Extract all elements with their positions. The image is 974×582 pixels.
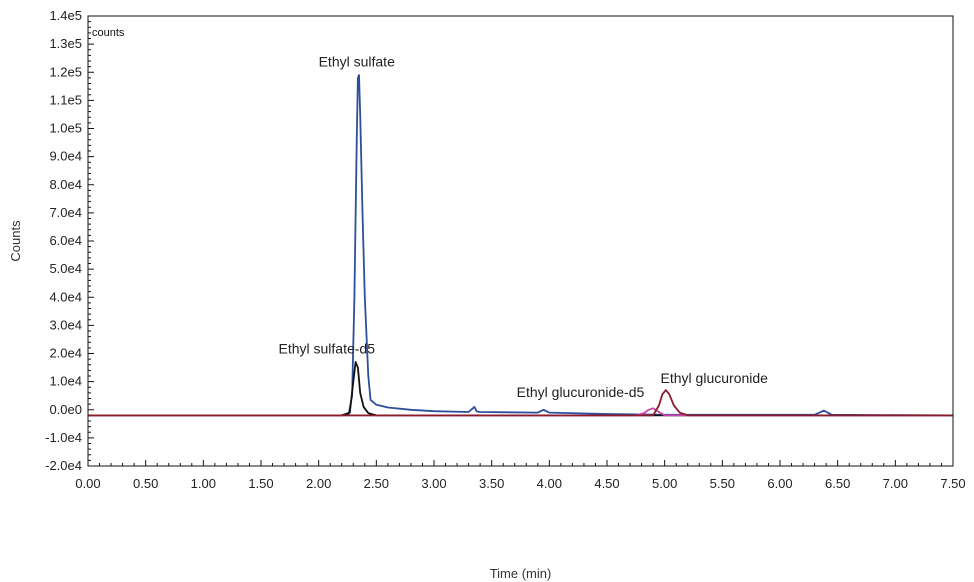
- x-tick-label: 1.00: [191, 476, 216, 491]
- unit-label: counts: [92, 27, 125, 39]
- x-tick-label: 6.50: [825, 476, 850, 491]
- x-tick-label: 4.00: [537, 476, 562, 491]
- x-axis-ticks: 0.00 0.50 1.00 1.50 2.00 2.50 3.00 3.50 4.00 4.50…: [75, 460, 966, 491]
- peak-annotation: Ethyl glucuronide-d5: [517, 384, 645, 400]
- y-tick-label: 9.0e4: [49, 149, 82, 164]
- x-tick-label: 6.00: [767, 476, 792, 491]
- series-line-1: [88, 74, 954, 417]
- x-tick-label: 3.50: [479, 476, 504, 491]
- y-tick-label: 0.0e0: [49, 402, 82, 417]
- series-line-2: [88, 360, 953, 417]
- y-tick-label: 5.0e4: [49, 261, 82, 276]
- y-tick-label: 1.3e5: [49, 36, 82, 51]
- x-tick-label: 7.00: [883, 476, 908, 491]
- y-axis-title: Counts: [8, 220, 23, 262]
- x-tick-label: 2.00: [306, 476, 331, 491]
- series-line-4: [88, 389, 953, 417]
- peak-annotation: Ethyl sulfate-d5: [278, 341, 375, 357]
- x-tick-label: 7.50: [940, 476, 965, 491]
- y-tick-label: 1.1e5: [49, 92, 82, 107]
- y-tick-label: 7.0e4: [49, 205, 82, 220]
- series-layer: [88, 74, 954, 417]
- y-tick-label: 3.0e4: [49, 317, 82, 332]
- y-tick-label: 2.0e4: [49, 346, 82, 361]
- x-tick-label: 5.50: [710, 476, 735, 491]
- x-tick-label: 1.50: [248, 476, 273, 491]
- peak-annotation: Ethyl glucuronide: [661, 370, 769, 386]
- annotation-layer: Ethyl sulfate Ethyl sulfate-d5 Ethyl glucu…: [278, 54, 768, 400]
- peak-annotation: Ethyl sulfate: [319, 54, 395, 70]
- x-tick-label: 5.00: [652, 476, 677, 491]
- y-tick-label: 1.4e5: [49, 8, 82, 23]
- y-tick-label: 1.2e5: [49, 64, 82, 79]
- y-tick-label: -1.0e4: [45, 430, 82, 445]
- y-tick-label: 1.0e5: [49, 121, 82, 136]
- y-tick-label: 8.0e4: [49, 177, 82, 192]
- y-tick-label: 4.0e4: [49, 289, 82, 304]
- y-tick-label: -2.0e4: [45, 458, 82, 473]
- y-tick-label: 1.0e4: [49, 374, 82, 389]
- x-tick-label: 4.50: [594, 476, 619, 491]
- x-tick-label: 0.50: [133, 476, 158, 491]
- y-tick-label: 6.0e4: [49, 233, 82, 248]
- x-axis-title: Time (min): [490, 566, 552, 581]
- x-tick-label: 2.50: [364, 476, 389, 491]
- y-axis-ticks: -2.0e4 -1.0e4 0.0e0 1.0e4 2.0e4 3.0e4 4.0e4 5.0…: [45, 8, 94, 473]
- plot-area-frame: [87, 15, 954, 467]
- x-tick-label: 3.00: [421, 476, 446, 491]
- x-tick-label: 0.00: [75, 476, 100, 491]
